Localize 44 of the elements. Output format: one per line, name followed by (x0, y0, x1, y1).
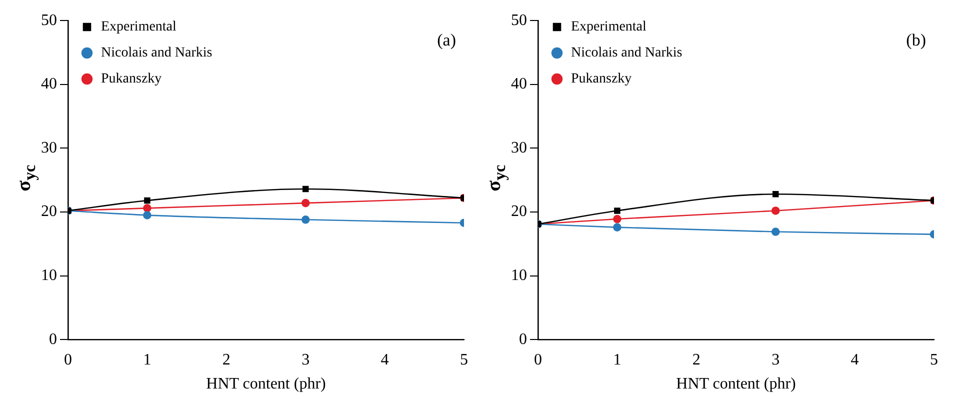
y-tick-label: 30 (511, 139, 527, 156)
x-tick-label: 4 (380, 351, 389, 368)
legend-label: Nicolais and Narkis (571, 46, 682, 61)
legend-label: Pukanszky (101, 72, 162, 87)
x-tick-label: 5 (930, 351, 938, 368)
point (143, 204, 152, 212)
point (143, 211, 152, 220)
y-tick-label: 0 (49, 330, 57, 348)
point (301, 216, 310, 224)
y-tick-label: 50 (511, 12, 527, 29)
y-tick-label: 30 (41, 139, 57, 156)
x-tick-label: 3 (772, 351, 780, 368)
point (613, 223, 622, 232)
point (144, 197, 150, 204)
x-axis-title: HNT content (phr) (206, 376, 326, 393)
y-tick-label: 20 (41, 203, 57, 220)
x-tick-label: 0 (64, 351, 72, 368)
annotation: (b) (906, 30, 926, 50)
point (613, 214, 622, 224)
y-tick-label: 50 (41, 12, 57, 29)
legend-label: Experimental (101, 20, 177, 35)
x-tick-label: 2 (222, 351, 230, 368)
annotation: (a) (437, 30, 456, 50)
y-tick-label: 40 (511, 76, 527, 93)
y-tick-label: 20 (511, 203, 527, 220)
x-tick-label: 3 (302, 351, 310, 368)
legend-label: Pukanszky (571, 72, 632, 87)
x-tick-label: 1 (143, 351, 152, 368)
legend-label: Experimental (571, 20, 647, 35)
x-axis-title: HNT content (phr) (676, 376, 796, 393)
y-tick-label: 10 (511, 267, 527, 284)
x-tick-label: 1 (613, 351, 622, 368)
x-tick-label: 5 (460, 351, 468, 368)
y-tick-label: 10 (41, 267, 57, 284)
point (771, 206, 780, 215)
x-tick-label: 2 (692, 351, 700, 368)
point (771, 228, 780, 236)
x-tick-label: 0 (534, 351, 542, 368)
x-tick-label: 4 (850, 351, 859, 368)
point (301, 198, 310, 208)
point (614, 208, 620, 214)
y-tick-label: 40 (41, 76, 57, 93)
y-tick-label: 0 (519, 330, 527, 348)
legend-label: Nicolais and Narkis (101, 46, 212, 61)
